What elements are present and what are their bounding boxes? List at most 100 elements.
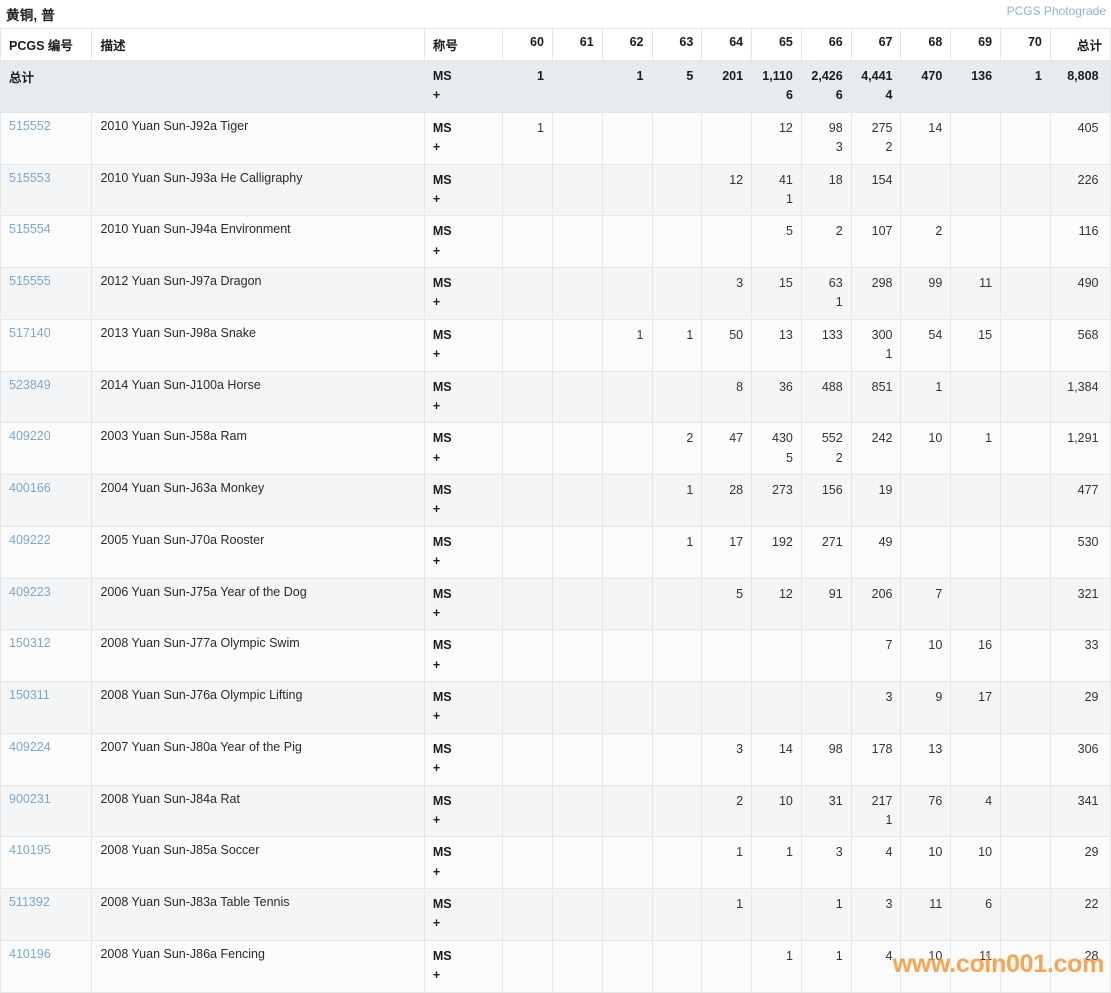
col-header-designation[interactable]: 称号 (423, 28, 504, 61)
table-row[interactable]: 400166 2004 Yuan Sun-J63a Monkey MS + 1 28 … (0, 474, 1111, 527)
pcgs-number-cell[interactable]: 511392 (0, 888, 93, 941)
col-header-grade-61[interactable]: 61 (551, 28, 603, 61)
grade-plus-count (810, 397, 843, 416)
table-row[interactable]: 517140 2013 Yuan Sun-J98a Snake MS + 1 1 50… (0, 318, 1111, 372)
table-row[interactable]: 409220 2003 Yuan Sun-J58a Ram MS + 2 47 430… (0, 422, 1111, 475)
col-header-total[interactable]: 总计 (1049, 28, 1111, 61)
pcgs-number-cell[interactable]: 410196 (0, 939, 93, 993)
grade-plus-count (909, 86, 942, 105)
pcgs-number-link[interactable]: 523849 (9, 377, 51, 392)
col-header-grade-68[interactable]: 68 (900, 28, 952, 61)
cell-grade-69 (950, 732, 1002, 786)
row-total-plus (1099, 483, 1102, 497)
col-header-grade-64[interactable]: 64 (701, 28, 753, 61)
pcgs-number-link[interactable]: 900231 (9, 791, 51, 806)
col-header-pcgs-no[interactable]: PCGS 编号 (0, 28, 93, 61)
cell-grade-61 (551, 370, 603, 424)
pcgs-number-link[interactable]: 511392 (9, 895, 50, 909)
row-total-value: 1,384 (1067, 379, 1099, 394)
pcgs-number-link[interactable]: 410195 (9, 843, 51, 858)
grade-plus-count (561, 863, 594, 882)
cell-grade-67: 217 1 (850, 784, 902, 838)
table-row[interactable]: 409223 2006 Yuan Sun-J75a Year of the Dog… (0, 577, 1111, 631)
cell-grade-67: 4 (850, 836, 902, 889)
pcgs-number-cell[interactable]: 900231 (0, 784, 93, 838)
pcgs-number-cell[interactable]: 515554 (0, 215, 93, 268)
col-header-grade-62[interactable]: 62 (601, 28, 653, 61)
grade-count: 5 (686, 69, 694, 83)
pcgs-number-link[interactable]: 515555 (9, 274, 51, 288)
pcgs-number-cell[interactable]: 150311 (0, 681, 93, 734)
pcgs-number-cell[interactable]: 515553 (0, 163, 93, 217)
grade-plus-count (760, 138, 793, 157)
grade-plus-count (909, 242, 942, 261)
pcgs-photograde-link[interactable]: PCGS Photograde (1006, 4, 1106, 18)
pcgs-number-cell[interactable]: 400166 (0, 474, 93, 527)
grade-count: 1 (835, 897, 843, 911)
pcgs-number-link[interactable]: 400166 (9, 481, 51, 495)
pcgs-number-cell[interactable]: 409223 (0, 577, 93, 631)
col-header-grade-67[interactable]: 67 (850, 28, 902, 61)
col-header-grade-60[interactable]: 60 (502, 28, 553, 61)
pcgs-number-link[interactable]: 409223 (9, 584, 51, 599)
table-row[interactable]: 409222 2005 Yuan Sun-J70a Rooster MS + 1 17… (0, 525, 1111, 579)
table-row[interactable]: 409224 2007 Yuan Sun-J80a Year of the Pig… (0, 732, 1111, 786)
col-header-grade-66[interactable]: 66 (800, 28, 852, 61)
grade-count (511, 171, 544, 190)
row-total: 22 (1049, 888, 1111, 941)
grade-plus-count: 2 (885, 140, 893, 155)
table-row[interactable]: 515555 2012 Yuan Sun-J97a Dragon MS + 3 15 … (0, 267, 1111, 320)
table-row[interactable]: 515553 2010 Yuan Sun-J93a He Calligraphy M… (0, 163, 1111, 217)
pcgs-number-link[interactable]: 409222 (9, 532, 51, 547)
cell-grade-70 (1000, 215, 1051, 268)
col-header-grade-69[interactable]: 69 (950, 28, 1002, 61)
grade-count (1009, 636, 1042, 655)
table-row[interactable]: 523849 2014 Yuan Sun-J100a Horse MS + 8 36 … (0, 370, 1111, 424)
pcgs-number-link[interactable]: 409224 (9, 739, 51, 754)
table-row[interactable]: 900231 2008 Yuan Sun-J84a Rat MS + 2 10 31 … (0, 784, 1111, 838)
cell-grade-69: 11 (950, 939, 1002, 993)
col-header-grade-70[interactable]: 70 (1000, 28, 1051, 61)
pcgs-number-link[interactable]: 150312 (9, 636, 51, 651)
pcgs-number-cell[interactable]: 409222 (0, 525, 93, 579)
pcgs-number-link[interactable]: 515554 (9, 222, 51, 237)
cell-grade-68: 76 (900, 784, 952, 838)
pcgs-number-cell[interactable]: 515555 (0, 267, 93, 320)
col-header-grade-65[interactable]: 65 (751, 28, 802, 61)
pcgs-number-link[interactable]: 410196 (9, 946, 51, 961)
designation-cell: MS + (423, 474, 504, 527)
table-row[interactable]: 150312 2008 Yuan Sun-J77a Olympic Swim MS +… (0, 629, 1111, 682)
coin-description: 2010 Yuan Sun-J94a Environment (91, 215, 425, 268)
pcgs-number-link[interactable]: 517140 (9, 325, 51, 340)
grade-plus-count (710, 604, 743, 623)
grade-plus-count (710, 552, 743, 571)
cell-grade-60: 1 (502, 111, 553, 165)
pcgs-number-link[interactable]: 515552 (9, 118, 51, 133)
table-row[interactable]: 410196 2008 Yuan Sun-J86a Fencing MS + 1 1 … (0, 939, 1111, 993)
table-row[interactable]: 515552 2010 Yuan Sun-J92a Tiger MS +1 12 98… (0, 111, 1111, 165)
table-row[interactable]: 515554 2010 Yuan Sun-J94a Environment MS + … (0, 215, 1111, 268)
col-header-grade-63[interactable]: 63 (651, 28, 703, 61)
pcgs-number-link[interactable]: 515553 (9, 170, 51, 185)
cell-grade-64: 3 (701, 732, 753, 786)
grade-plus-count (611, 449, 644, 468)
grade-count: 3 (885, 690, 893, 704)
pcgs-number-cell[interactable]: 410195 (0, 836, 93, 889)
grade-plus-count (1009, 811, 1042, 830)
pcgs-number-cell[interactable]: 150312 (0, 629, 93, 682)
designation-plus: + (432, 554, 441, 569)
table-row[interactable]: 410195 2008 Yuan Sun-J85a Soccer MS + 1 1 3… (0, 836, 1111, 889)
cell-grade-66: 133 (800, 318, 852, 372)
cell-grade-68: 54 (900, 318, 952, 372)
table-row[interactable]: 511392 2008 Yuan Sun-J83a Table Tennis MS +… (0, 888, 1111, 941)
pcgs-number-link[interactable]: 150311 (9, 688, 50, 702)
pcgs-number-cell[interactable]: 517140 (0, 318, 93, 372)
pcgs-number-cell[interactable]: 515552 (0, 111, 93, 165)
pcgs-number-cell[interactable]: 409224 (0, 732, 93, 786)
grade-plus-count (959, 293, 992, 312)
pcgs-number-link[interactable]: 409220 (9, 429, 51, 444)
col-header-description[interactable]: 描述 (91, 28, 425, 61)
table-row[interactable]: 150311 2008 Yuan Sun-J76a Olympic Lifting… (0, 681, 1111, 734)
pcgs-number-cell[interactable]: 409220 (0, 422, 93, 475)
pcgs-number-cell[interactable]: 523849 (0, 370, 93, 424)
